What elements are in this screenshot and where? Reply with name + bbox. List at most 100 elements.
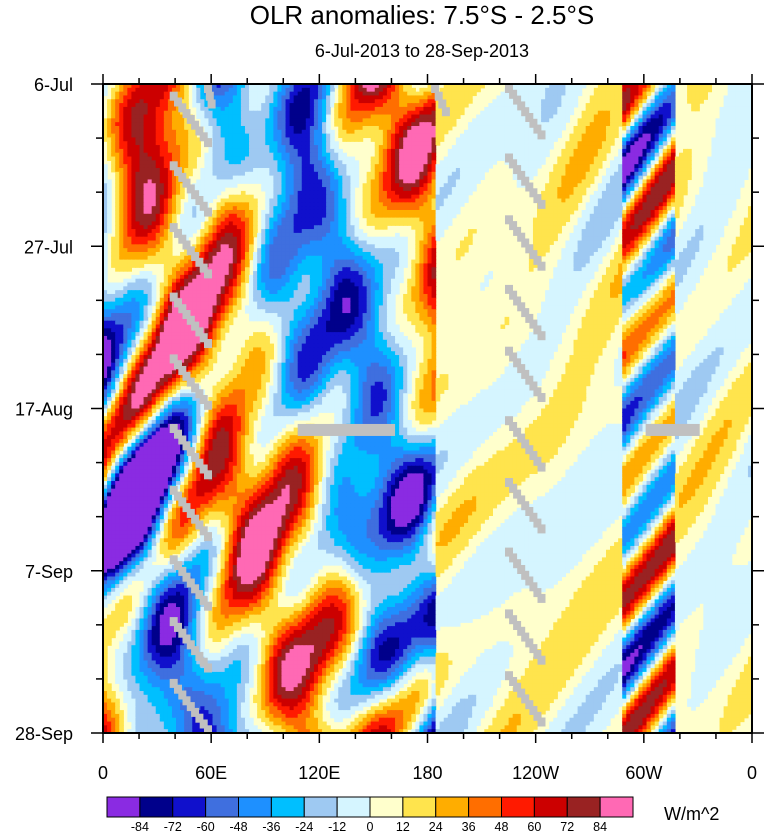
field-cell bbox=[590, 99, 595, 103]
field-cell bbox=[638, 141, 643, 145]
field-cell bbox=[553, 134, 558, 138]
field-cell bbox=[590, 103, 595, 107]
field-cell bbox=[590, 115, 595, 119]
field-cell bbox=[448, 99, 453, 103]
field-cell bbox=[237, 107, 242, 111]
field-cell bbox=[221, 122, 226, 126]
field-cell bbox=[659, 95, 664, 99]
field-cell bbox=[302, 134, 307, 138]
field-cell bbox=[476, 130, 481, 134]
field-cell bbox=[367, 126, 372, 130]
field-cell bbox=[294, 107, 299, 111]
field-cell bbox=[744, 99, 749, 103]
field-cell bbox=[261, 115, 266, 119]
field-cell bbox=[176, 115, 181, 119]
field-cell bbox=[606, 107, 611, 111]
field-cell bbox=[375, 145, 380, 149]
field-cell bbox=[375, 141, 380, 145]
field-cell bbox=[123, 137, 128, 141]
field-cell bbox=[281, 88, 286, 92]
field-cell bbox=[545, 141, 550, 145]
field-cell bbox=[691, 92, 696, 96]
field-cell bbox=[217, 92, 222, 96]
field-cell bbox=[208, 149, 213, 153]
field-cell bbox=[204, 111, 209, 115]
field-cell bbox=[298, 103, 303, 107]
field-cell bbox=[383, 111, 388, 115]
field-cell bbox=[488, 130, 493, 134]
field-cell bbox=[614, 99, 619, 103]
field-cell bbox=[407, 92, 412, 96]
field-cell bbox=[318, 95, 323, 99]
field-cell bbox=[505, 111, 510, 115]
field-cell bbox=[569, 103, 574, 107]
field-cell bbox=[456, 115, 461, 119]
field-cell bbox=[720, 134, 725, 138]
field-cell bbox=[160, 92, 165, 96]
field-cell bbox=[164, 122, 169, 126]
field-cell bbox=[436, 141, 441, 145]
field-cell bbox=[375, 130, 380, 134]
field-cell bbox=[160, 107, 165, 111]
field-cell bbox=[565, 107, 570, 111]
field-cell bbox=[237, 122, 242, 126]
field-cell bbox=[290, 130, 295, 134]
field-cell bbox=[135, 134, 140, 138]
field-cell bbox=[115, 149, 120, 153]
field-cell bbox=[561, 92, 566, 96]
field-cell bbox=[196, 92, 201, 96]
field-cell bbox=[379, 118, 384, 122]
field-cell bbox=[691, 88, 696, 92]
field-cell bbox=[229, 130, 234, 134]
field-cell bbox=[659, 134, 664, 138]
field-cell bbox=[399, 122, 404, 126]
field-cell bbox=[354, 107, 359, 111]
field-cell bbox=[557, 88, 562, 92]
field-cell bbox=[647, 126, 652, 130]
field-cell bbox=[237, 149, 242, 153]
field-cell bbox=[119, 130, 124, 134]
field-cell bbox=[569, 92, 574, 96]
field-cell bbox=[476, 137, 481, 141]
field-cell bbox=[496, 145, 501, 149]
field-cell bbox=[638, 145, 643, 149]
field-cell bbox=[213, 134, 218, 138]
field-cell bbox=[277, 122, 282, 126]
field-cell bbox=[269, 130, 274, 134]
field-cell bbox=[525, 92, 530, 96]
field-cell bbox=[622, 92, 627, 96]
field-cell bbox=[298, 137, 303, 141]
field-cell bbox=[533, 92, 538, 96]
field-cell bbox=[671, 92, 676, 96]
field-cell bbox=[115, 107, 120, 111]
field-cell bbox=[213, 130, 218, 134]
field-cell bbox=[642, 130, 647, 134]
field-cell bbox=[237, 137, 242, 141]
field-cell bbox=[310, 95, 315, 99]
field-cell bbox=[180, 137, 185, 141]
field-cell bbox=[724, 130, 729, 134]
field-cell bbox=[501, 111, 506, 115]
field-cell bbox=[634, 115, 639, 119]
field-cell bbox=[476, 134, 481, 138]
field-cell bbox=[359, 99, 364, 103]
field-cell bbox=[642, 134, 647, 138]
field-cell bbox=[241, 126, 246, 130]
field-cell bbox=[630, 88, 635, 92]
field-cell bbox=[168, 137, 173, 141]
field-cell bbox=[286, 145, 291, 149]
field-cell bbox=[249, 137, 254, 141]
field-cell bbox=[164, 149, 169, 153]
field-cell bbox=[610, 95, 615, 99]
field-cell bbox=[744, 145, 749, 149]
field-cell bbox=[626, 145, 631, 149]
field-cell bbox=[695, 107, 700, 111]
field-cell bbox=[423, 95, 428, 99]
field-cell bbox=[545, 99, 550, 103]
field-cell bbox=[610, 115, 615, 119]
field-cell bbox=[229, 115, 234, 119]
field-cell bbox=[302, 107, 307, 111]
field-cell bbox=[476, 141, 481, 145]
field-cell bbox=[594, 118, 599, 122]
field-cell bbox=[221, 111, 226, 115]
